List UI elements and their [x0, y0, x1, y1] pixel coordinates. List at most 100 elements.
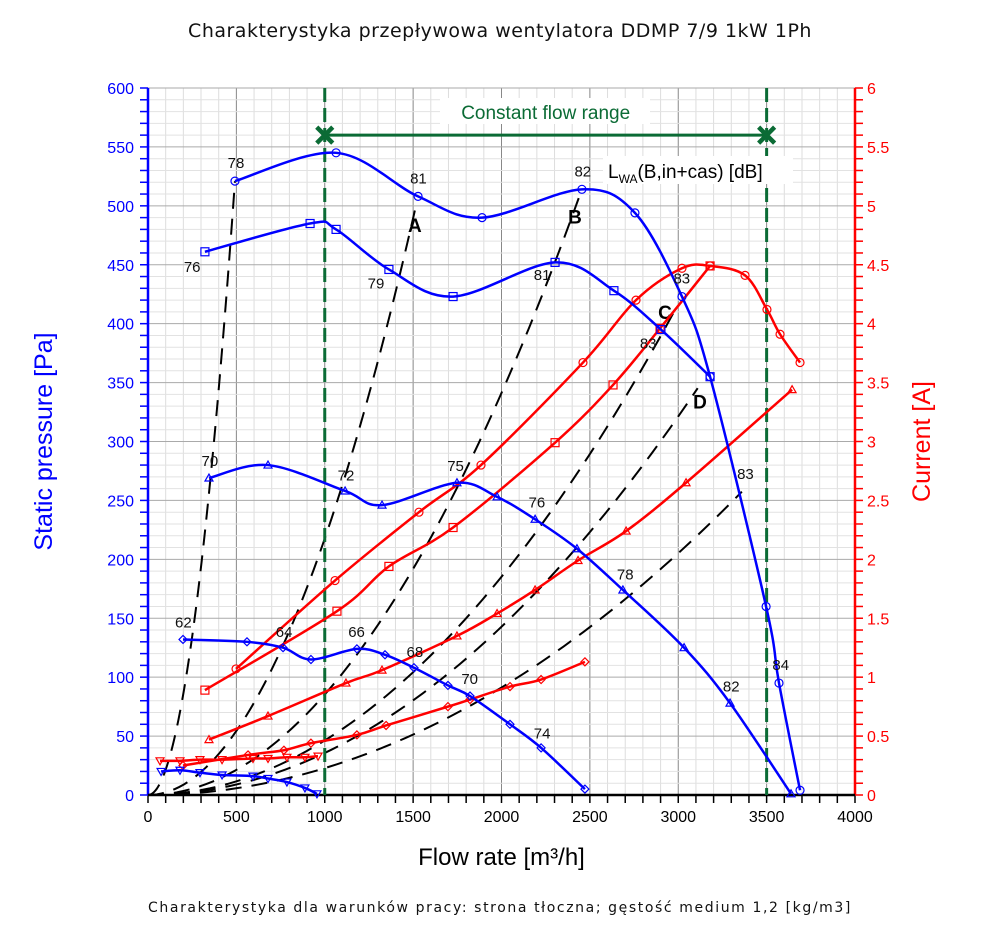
x-tick-label: 2500: [572, 809, 608, 826]
square-marker: [705, 372, 715, 382]
range-label-bg: [440, 98, 650, 124]
circle-marker: [477, 213, 487, 223]
circle-marker: [476, 460, 486, 470]
square-marker: [331, 224, 341, 234]
triangle-marker: [492, 491, 503, 501]
pressure-line: [160, 768, 318, 795]
circle-marker: [630, 208, 640, 218]
system-curve-label: B: [568, 208, 582, 229]
diamond-marker: [352, 644, 362, 654]
y-tick-label: 350: [107, 376, 134, 393]
system-curve-line: [147, 306, 678, 796]
y2-tick-label: 5: [867, 199, 876, 216]
diamond-marker: [306, 654, 316, 665]
down-triangle-marker: [299, 753, 310, 763]
noise-level-label: 78: [617, 566, 634, 583]
triangle-marker: [680, 477, 692, 487]
y-tick-label: 150: [107, 611, 134, 628]
down-triangle-marker: [194, 756, 205, 765]
down-triangle-marker: [247, 754, 259, 764]
circle-marker: [330, 575, 340, 586]
chart-footer: Charakterystyka dla warunków pracy: stro…: [148, 900, 852, 916]
system-curve-line: [147, 181, 236, 796]
noise-level-label: 76: [184, 259, 201, 276]
current-line: [160, 754, 319, 763]
current-4-series: [178, 656, 590, 771]
range-label: Constant flow range: [461, 103, 630, 124]
x-tick-label: 0: [144, 809, 153, 826]
y-tick-label: 200: [107, 552, 134, 569]
x-tick-label: 4000: [837, 809, 873, 826]
triangle-marker: [530, 584, 541, 594]
square-marker: [655, 323, 665, 333]
diamond-marker: [380, 649, 390, 660]
y-axis-label: Static pressure [Pa]: [30, 332, 58, 550]
down-triangle-marker: [281, 753, 292, 763]
circle-marker: [761, 601, 771, 612]
y-tick-label: 50: [116, 729, 134, 746]
current-3-series: [203, 384, 798, 744]
down-triangle-marker: [217, 771, 228, 781]
system-curve-line: [147, 196, 581, 796]
circle-marker: [795, 357, 805, 368]
square-marker: [448, 522, 458, 533]
system-curve-label: D: [693, 393, 707, 414]
down-triangle-marker: [311, 790, 323, 800]
square-marker: [332, 606, 342, 616]
noise-level-label: 64: [276, 624, 293, 641]
current-2-series: [200, 261, 715, 695]
y2-tick-label: 1: [867, 670, 876, 687]
triangle-marker: [617, 584, 628, 594]
pressure-line: [208, 463, 793, 795]
y2-tick-label: 2.5: [867, 493, 889, 510]
down-triangle-marker: [174, 757, 186, 767]
triangle-marker: [725, 697, 736, 707]
down-triangle-marker: [262, 754, 274, 764]
circle-marker: [413, 191, 423, 202]
down-triangle-marker: [174, 766, 186, 776]
square-marker: [550, 438, 560, 448]
y2-tick-label: 3.5: [867, 376, 889, 393]
circle-marker: [230, 176, 240, 186]
noise-legend: LWA(B,in+cas) [dB]: [603, 156, 793, 186]
x-axis-label: Flow rate [m³/h]: [418, 844, 585, 871]
y2-axis-label: Current [A]: [908, 381, 936, 502]
y2-tick-label: 1.5: [867, 611, 889, 628]
down-triangle-marker: [154, 757, 166, 767]
circle-marker: [774, 678, 784, 688]
triangle-marker: [451, 477, 462, 487]
down-triangle-marker: [299, 784, 310, 794]
current-line: [204, 265, 712, 692]
down-triangle-marker: [156, 767, 167, 777]
x-tick-label: 2000: [484, 809, 520, 826]
triangle-marker: [621, 525, 632, 535]
square-marker: [705, 261, 715, 271]
circle-marker: [740, 270, 750, 280]
system-curve-label: A: [408, 216, 422, 237]
x-tick-label: 500: [223, 809, 250, 826]
triangle-marker: [530, 514, 541, 523]
y-tick-label: 550: [107, 140, 134, 157]
y-tick-label: 450: [107, 258, 134, 275]
down-triangle-marker: [217, 756, 228, 765]
pressure-line: [204, 220, 711, 378]
y2-tick-label: 6: [867, 81, 876, 98]
triangle-marker: [571, 543, 583, 553]
noise-level-label: 84: [772, 657, 789, 674]
square-marker: [200, 247, 210, 257]
noise-level-label: 78: [228, 155, 245, 172]
diamond-marker: [580, 656, 590, 667]
range-x-marker: [315, 125, 335, 145]
system-D-curve: D: [147, 387, 707, 796]
current-5-series: [154, 752, 324, 767]
diamond-marker: [505, 681, 515, 692]
pressure-line: [234, 151, 802, 791]
y2-tick-label: 3: [867, 435, 876, 452]
y2-tick-label: 2: [867, 552, 876, 569]
square-marker: [200, 685, 210, 695]
system-curve-line: [147, 490, 743, 796]
triangle-marker: [492, 608, 503, 618]
diamond-marker: [536, 674, 546, 685]
y-tick-label: 300: [107, 435, 134, 452]
